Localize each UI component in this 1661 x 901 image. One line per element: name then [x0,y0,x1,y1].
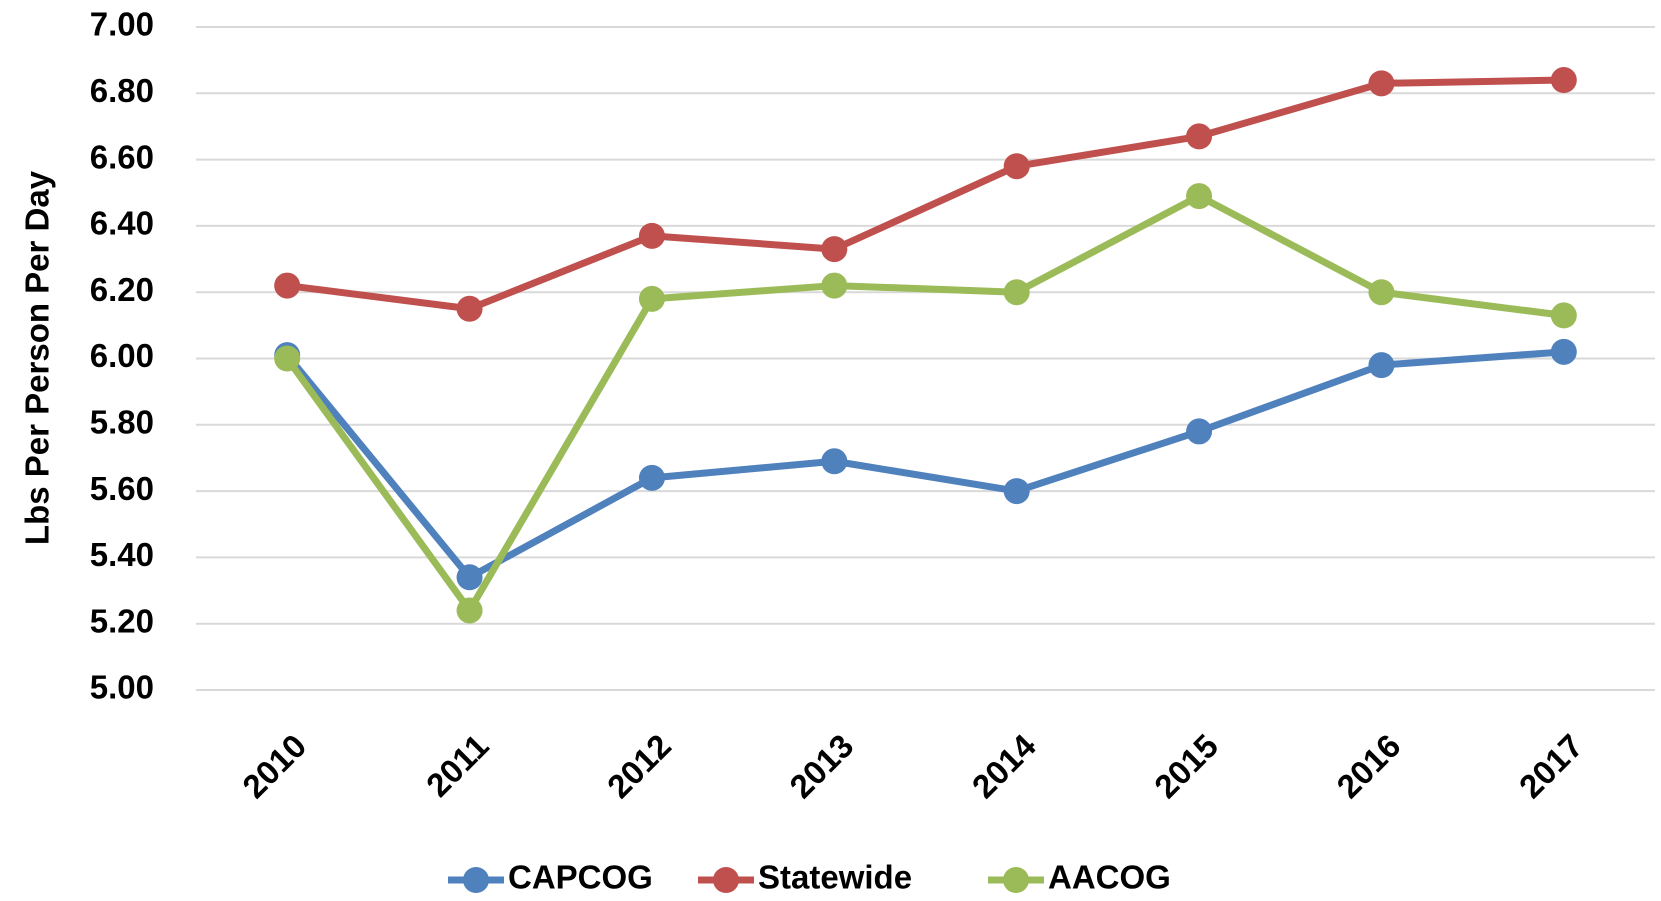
x-tick-label: 2010 [235,727,313,805]
data-point [456,295,483,322]
data-point [1186,418,1213,445]
data-point [638,464,665,491]
y-tick-label: 5.40 [90,536,154,573]
data-point [1003,153,1030,180]
y-tick-label: 6.20 [90,271,154,308]
x-tick-label: 2017 [1512,727,1590,805]
data-point [1186,183,1213,210]
data-point [1550,302,1577,329]
data-point [274,272,301,299]
x-tick-label: 2016 [1329,727,1407,805]
y-tick-label: 7.00 [90,6,154,43]
legend-marker [463,867,489,893]
legend-label: CAPCOG [508,859,653,896]
series-line [286,76,1564,313]
data-point [1003,478,1030,505]
legend-label: Statewide [758,859,912,896]
data-point [1550,67,1577,94]
data-point [1550,338,1577,365]
data-point [1368,279,1395,306]
data-point [821,236,848,263]
data-point [821,272,848,299]
data-point [1368,352,1395,379]
y-tick-label: 6.80 [90,72,154,109]
data-point [456,564,483,591]
y-tick-label: 5.00 [90,669,154,706]
y-tick-label: 5.80 [90,404,154,441]
data-point [456,597,483,624]
x-tick-label: 2015 [1147,727,1225,805]
x-tick-label: 2012 [600,727,678,805]
legend-marker [713,867,739,893]
y-tick-label: 5.20 [90,602,154,639]
data-point [274,345,301,372]
data-point [1186,123,1213,150]
legend-label: AACOG [1048,859,1171,896]
series-line [284,348,1565,581]
y-tick-label: 6.60 [90,138,154,175]
data-point [638,222,665,249]
x-tick-label: 2011 [419,727,496,804]
y-axis-title: Lbs Per Person Per Day [19,170,56,545]
data-point [821,448,848,475]
y-tick-label: 6.40 [90,205,154,242]
y-tick-label: 6.00 [90,337,154,374]
x-tick-label: 2013 [782,727,860,805]
data-point [638,285,665,312]
data-point [1368,70,1395,97]
y-tick-label: 5.60 [90,470,154,507]
legend-marker [1003,867,1029,893]
series-line [284,192,1565,614]
data-point [1003,279,1030,306]
x-tick-label: 2014 [965,727,1044,806]
